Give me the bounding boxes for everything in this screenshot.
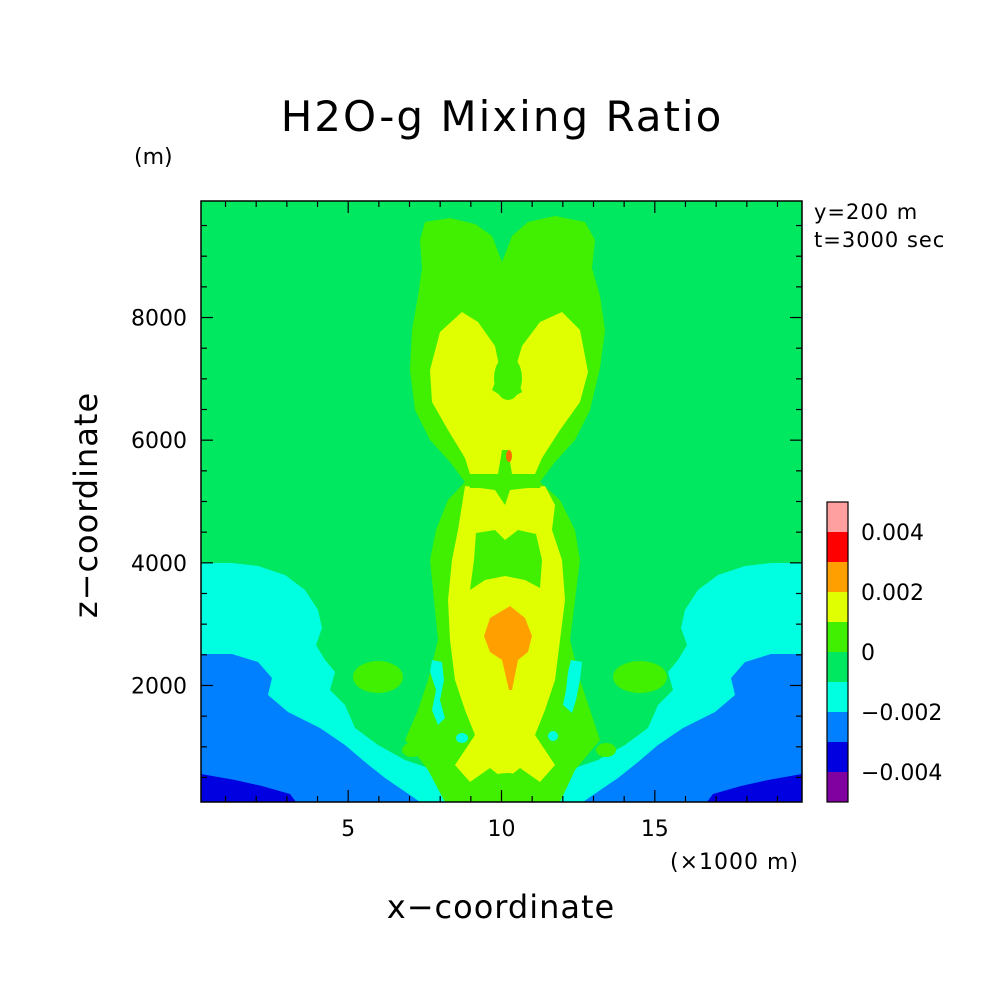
colorbar-swatch — [827, 682, 848, 712]
region-right-driest-layer — [707, 774, 802, 802]
x-axis-unit-label: (×1000 m) — [670, 850, 800, 875]
colorbar-tick-label: −0.002 — [861, 701, 942, 726]
region-plume-upper-core — [430, 312, 588, 474]
y-axis-unit-label: (m) — [134, 145, 173, 170]
region-right-moist-blob-small — [596, 743, 616, 757]
colorbar-swatch — [827, 712, 848, 742]
region-left-drier-layer — [201, 654, 420, 802]
region-left-moist-blob — [353, 661, 403, 693]
region-base-moist — [485, 773, 529, 797]
colorbar-swatch — [827, 622, 848, 652]
region-core-max — [484, 606, 532, 690]
y-tick-label: 2000 — [131, 674, 187, 699]
region-core-gap — [470, 530, 542, 590]
x-tick-label: 10 — [488, 817, 516, 842]
region-left-cyan-pocket — [430, 660, 445, 725]
colorbar: −0.004 −0.002 0 0.002 0.004 — [826, 501, 942, 803]
x-tick-label: 5 — [341, 817, 355, 842]
y-tick-label: 4000 — [131, 552, 187, 577]
colorbar-frame — [826, 501, 849, 803]
x-tick-label: 15 — [641, 817, 669, 842]
colorbar-tick-label: −0.004 — [861, 761, 942, 786]
x-axis-label: x−coordinate — [386, 888, 616, 926]
colorbar-tick-label: 0 — [861, 641, 875, 666]
region-left-driest-layer — [201, 774, 296, 802]
region-center-cyan-pocket-left — [456, 733, 468, 743]
region-right-moist-blob — [613, 661, 667, 693]
colorbar-swatch — [827, 562, 848, 592]
colorbar-tick-label: 0.002 — [861, 581, 924, 606]
region-right-cyan-pocket — [563, 660, 582, 713]
colorbar-swatch — [827, 592, 848, 622]
region-right-drier-layer — [583, 654, 802, 802]
region-upper-core-dip — [494, 356, 522, 400]
region-core-gap-band — [470, 474, 540, 488]
colorbar-swatch — [827, 652, 848, 682]
colorbar-swatch — [827, 772, 848, 802]
region-upper-orange-spot — [506, 450, 512, 462]
region-center-cyan-pocket-right — [548, 731, 558, 741]
colorbar-tick-label: 0.004 — [861, 521, 924, 546]
y-tick-label: 6000 — [131, 429, 187, 454]
y-tick-label: 8000 — [131, 307, 187, 332]
axes: 5 10 15 2000 4000 6000 8000 — [131, 200, 803, 842]
colorbar-swatch — [827, 742, 848, 772]
colorbar-swatch — [827, 532, 848, 562]
chart-title: H2O-g Mixing Ratio — [280, 92, 724, 141]
annotation-time: t=3000 sec — [814, 228, 946, 252]
region-left-moist-blob-small — [402, 743, 422, 757]
contour-field — [201, 201, 802, 802]
colorbar-swatch — [827, 502, 848, 532]
annotation-y-position: y=200 m — [814, 200, 919, 224]
